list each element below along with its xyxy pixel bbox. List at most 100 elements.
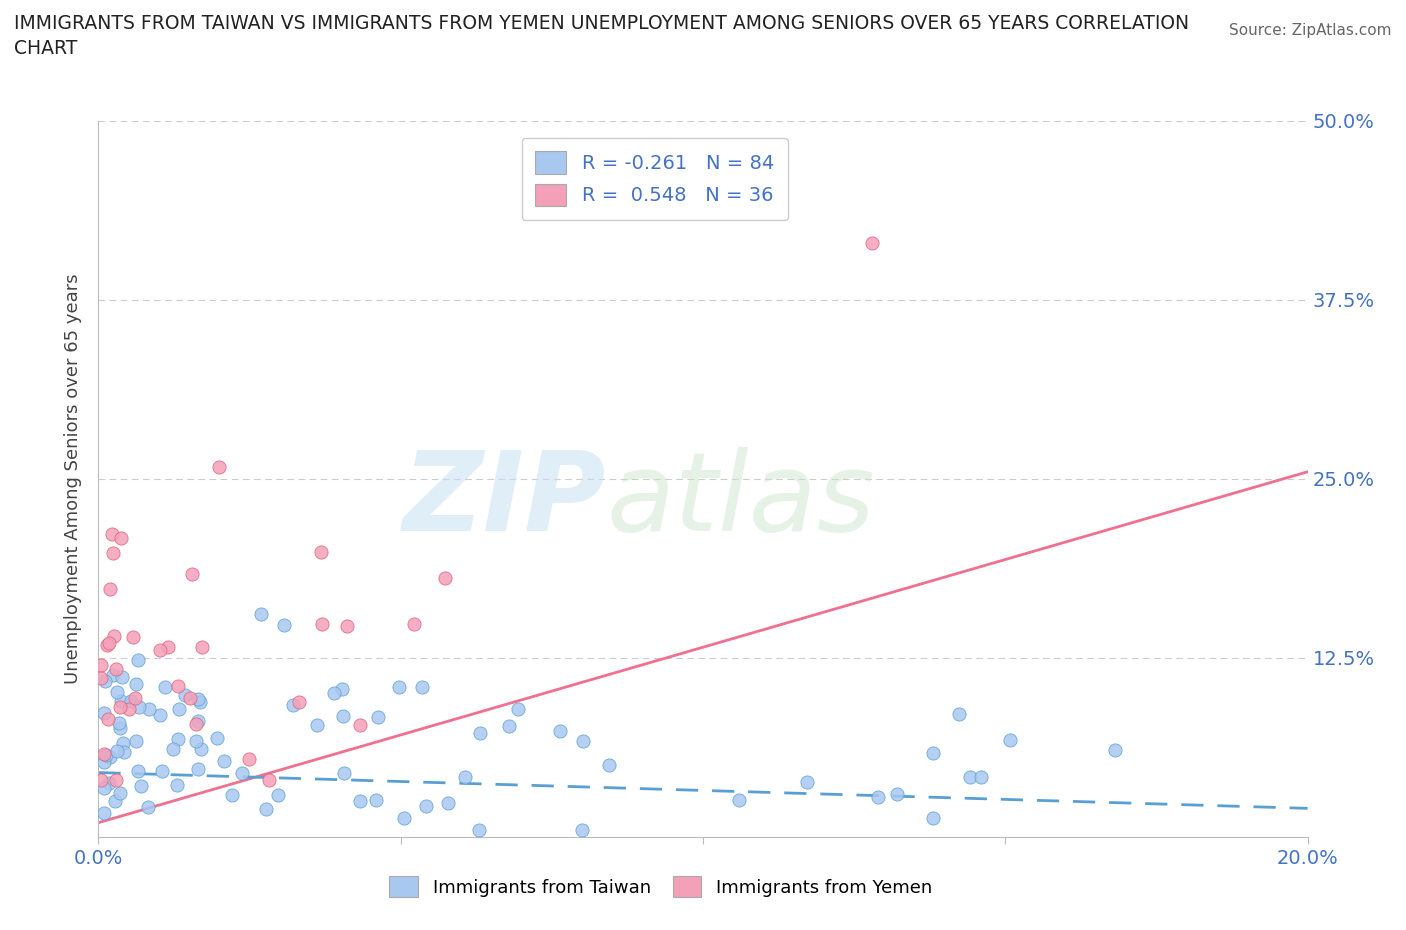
Point bbox=[120, 694, 142, 709]
Point bbox=[167, 731, 190, 746]
Point bbox=[127, 764, 149, 778]
Point bbox=[122, 630, 145, 644]
Point bbox=[111, 736, 134, 751]
Point bbox=[181, 566, 204, 581]
Point bbox=[173, 688, 195, 703]
Point bbox=[104, 772, 127, 787]
Point bbox=[110, 721, 132, 736]
Point bbox=[273, 618, 295, 632]
Point bbox=[288, 695, 311, 710]
Point bbox=[167, 679, 190, 694]
Point bbox=[96, 638, 118, 653]
Point bbox=[103, 629, 125, 644]
Point bbox=[728, 792, 751, 807]
Point bbox=[249, 606, 271, 621]
Point bbox=[179, 691, 201, 706]
Point bbox=[129, 778, 152, 793]
Point bbox=[118, 702, 141, 717]
Point bbox=[364, 792, 387, 807]
Point bbox=[221, 788, 243, 803]
Point bbox=[110, 694, 132, 709]
Point bbox=[90, 658, 112, 672]
Point bbox=[598, 758, 620, 773]
Point bbox=[311, 617, 333, 631]
Point bbox=[1000, 733, 1022, 748]
Text: atlas: atlas bbox=[606, 447, 875, 554]
Point bbox=[98, 635, 121, 650]
Point bbox=[231, 765, 253, 780]
Point bbox=[90, 772, 112, 787]
Point bbox=[153, 680, 176, 695]
Point bbox=[94, 673, 117, 688]
Point bbox=[257, 772, 280, 787]
Point bbox=[105, 661, 128, 676]
Point bbox=[128, 699, 150, 714]
Point bbox=[868, 790, 890, 804]
Point bbox=[411, 680, 433, 695]
Point bbox=[190, 741, 212, 756]
Point bbox=[922, 811, 945, 826]
Point bbox=[101, 526, 124, 541]
Point bbox=[267, 788, 290, 803]
Point bbox=[311, 545, 333, 560]
Point bbox=[156, 640, 179, 655]
Y-axis label: Unemployment Among Seniors over 65 years: Unemployment Among Seniors over 65 years bbox=[65, 273, 83, 684]
Point bbox=[125, 734, 148, 749]
Point bbox=[110, 531, 132, 546]
Point bbox=[169, 701, 191, 716]
Point bbox=[349, 717, 371, 732]
Point bbox=[572, 733, 595, 748]
Point bbox=[93, 747, 115, 762]
Point bbox=[101, 668, 124, 683]
Point bbox=[138, 701, 160, 716]
Point bbox=[322, 685, 344, 700]
Point bbox=[437, 796, 460, 811]
Point bbox=[93, 805, 115, 820]
Text: Source: ZipAtlas.com: Source: ZipAtlas.com bbox=[1229, 23, 1392, 38]
Point bbox=[149, 642, 172, 657]
Point bbox=[93, 780, 115, 795]
Point bbox=[94, 747, 117, 762]
Text: IMMIGRANTS FROM TAIWAN VS IMMIGRANTS FROM YEMEN UNEMPLOYMENT AMONG SENIORS OVER : IMMIGRANTS FROM TAIWAN VS IMMIGRANTS FRO… bbox=[14, 14, 1189, 58]
Point bbox=[97, 711, 120, 726]
Point bbox=[404, 617, 426, 631]
Point bbox=[187, 762, 209, 777]
Point bbox=[190, 640, 212, 655]
Point bbox=[187, 692, 209, 707]
Point bbox=[336, 618, 359, 633]
Point bbox=[162, 741, 184, 756]
Point bbox=[281, 698, 304, 712]
Point bbox=[1104, 743, 1126, 758]
Point bbox=[105, 743, 128, 758]
Point bbox=[307, 718, 329, 733]
Point bbox=[150, 764, 173, 778]
Point bbox=[970, 769, 993, 784]
Point bbox=[104, 794, 127, 809]
Point bbox=[90, 671, 112, 685]
Point bbox=[184, 716, 207, 731]
Point bbox=[468, 725, 491, 740]
Point bbox=[959, 770, 981, 785]
Legend: R = -0.261   N = 84, R =  0.548   N = 36: R = -0.261 N = 84, R = 0.548 N = 36 bbox=[522, 138, 787, 219]
Point bbox=[125, 677, 148, 692]
Point bbox=[506, 702, 529, 717]
Point bbox=[98, 581, 121, 596]
Point bbox=[205, 730, 228, 745]
Point bbox=[184, 734, 207, 749]
Point bbox=[149, 708, 172, 723]
Point bbox=[332, 709, 354, 724]
Point bbox=[498, 718, 520, 733]
Point bbox=[796, 775, 818, 790]
Point bbox=[111, 669, 134, 684]
Point bbox=[98, 750, 121, 764]
Point bbox=[921, 746, 943, 761]
Point bbox=[166, 777, 188, 792]
Point bbox=[208, 459, 231, 474]
Point bbox=[127, 653, 149, 668]
Point bbox=[948, 707, 970, 722]
Point bbox=[105, 684, 128, 699]
Point bbox=[238, 751, 260, 766]
Point bbox=[388, 680, 411, 695]
Point bbox=[110, 786, 132, 801]
Point bbox=[93, 754, 115, 769]
